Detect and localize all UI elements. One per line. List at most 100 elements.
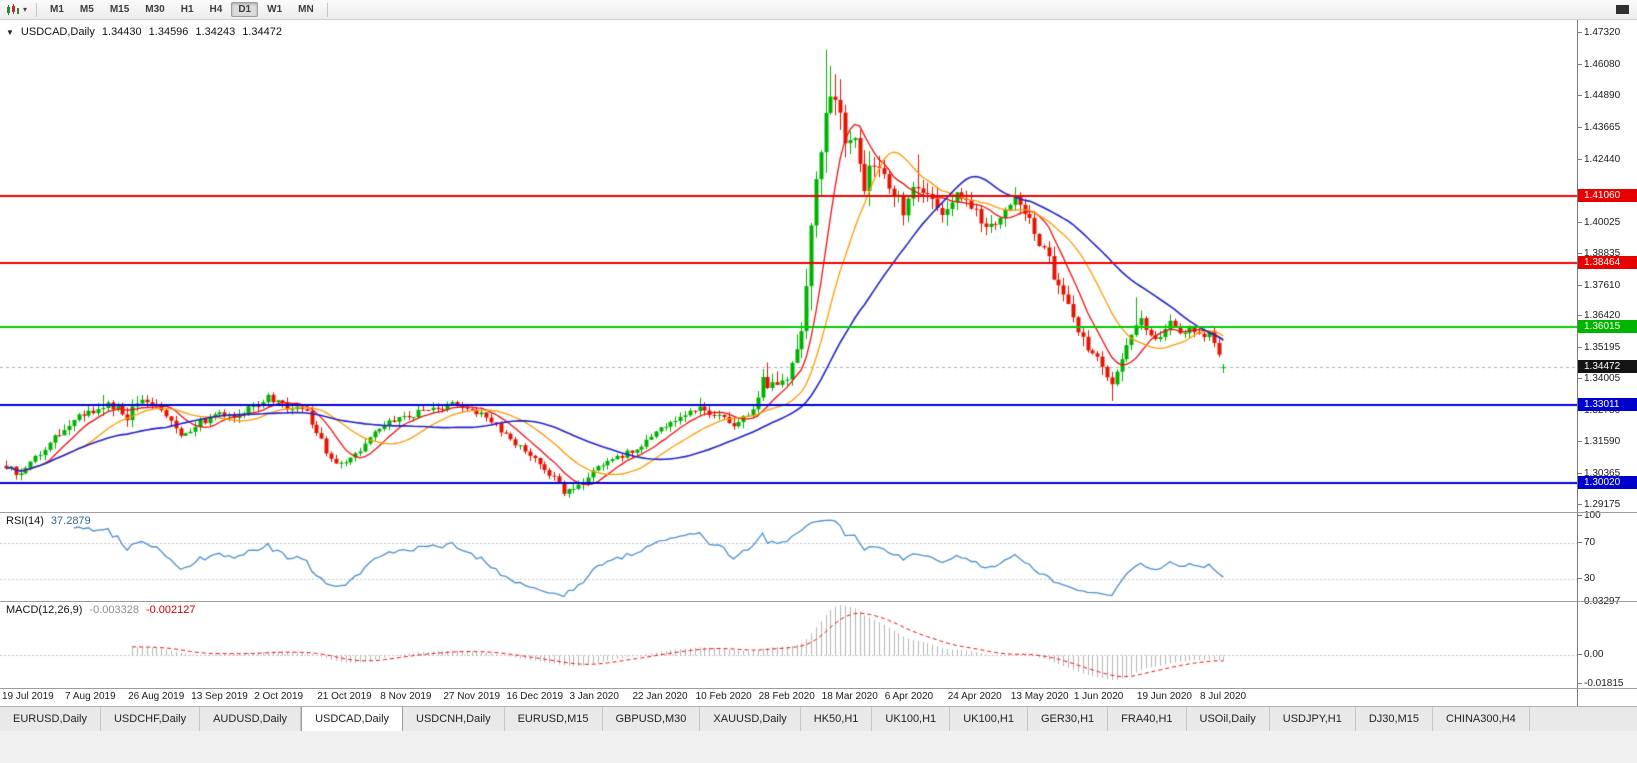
macd-axis-label: -0.01815 [1577, 677, 1624, 689]
date-axis-label: 7 Aug 2019 [65, 691, 116, 702]
timeframe-toolbar: M1 M5 M15 M30 H1 H4 D1 W1 MN [42, 2, 322, 17]
price-axis: 1.47320 1.46080 1.44890 1.43665 1.42440 1.400… [1577, 20, 1637, 706]
toolbar-separator [326, 2, 328, 17]
chart-type-icon[interactable] [6, 3, 20, 16]
price-chart-canvas[interactable] [0, 20, 1577, 688]
high-value: 1.34596 [148, 26, 189, 38]
rsi-value: 37.2879 [50, 515, 91, 527]
chart-tab-dj30-m15[interactable]: DJ30,M15 [1355, 707, 1433, 731]
date-axis-label: 22 Jan 2020 [632, 691, 688, 702]
date-axis-label: 10 Feb 2020 [695, 691, 752, 702]
chart-area: ▼ USDCAD,Daily 1.34430 1.34596 1.34243 1… [0, 20, 1637, 706]
rsi-axis-label: 100 [1578, 510, 1601, 522]
macd-name: MACD(12,26,9) [6, 604, 83, 616]
low-value: 1.34243 [195, 26, 236, 38]
price-flag-1.30020: 1.30020 [1578, 475, 1637, 489]
price-axis-label: 1.42440 [1577, 153, 1621, 165]
chart-tab-china300-h4[interactable]: CHINA300,H4 [1433, 707, 1530, 731]
timeframe-h1-button[interactable]: H1 [180, 4, 194, 15]
top-toolbar: ▾ M1 M5 M15 M30 H1 H4 D1 W1 MN [0, 0, 1637, 20]
date-axis-label: 16 Dec 2019 [506, 691, 564, 702]
macd-main-value: -0.003328 [89, 604, 139, 616]
expand-arrow-icon[interactable]: ▼ [6, 27, 14, 37]
timeframe-w1-button[interactable]: W1 [267, 4, 283, 15]
price-axis-label: 1.29175 [1577, 498, 1621, 510]
chart-tab-usdchf-daily[interactable]: USDCHF,Daily [100, 707, 201, 731]
chart-tab-uk100-h1[interactable]: UK100,H1 [950, 707, 1028, 731]
date-axis-label: 26 Aug 2019 [128, 691, 185, 702]
candlestick-glyph [7, 3, 19, 15]
rsi-name: RSI(14) [6, 515, 44, 527]
chart-tab-usdjpy-h1[interactable]: USDJPY,H1 [1269, 707, 1356, 731]
price-axis-label: 1.44890 [1577, 90, 1621, 102]
panel-separator[interactable] [0, 512, 1637, 513]
chart-tab-hk50-h1[interactable]: HK50,H1 [800, 707, 873, 731]
price-flag-1.41060: 1.41060 [1578, 188, 1637, 202]
chart-tab-uk100-h1[interactable]: UK100,H1 [872, 707, 951, 731]
chevron-down-icon[interactable]: ▾ [23, 5, 28, 14]
price-axis-label: 1.30365 [1577, 467, 1621, 479]
date-axis-label: 13 May 2020 [1010, 691, 1069, 702]
chart-tab-usdcnh-daily[interactable]: USDCNH,Daily [403, 707, 505, 731]
macd-signal-value: -0.002127 [145, 604, 196, 616]
panel-separator [0, 688, 1637, 689]
date-axis-label: 27 Nov 2019 [443, 691, 501, 702]
price-axis-label: 1.46080 [1577, 59, 1621, 71]
date-axis-label: 24 Apr 2020 [947, 691, 1002, 702]
timeframe-d1-button[interactable]: D1 [231, 2, 259, 17]
date-axis-label: 1 Jun 2020 [1073, 691, 1124, 702]
price-axis-label: 1.37610 [1577, 279, 1621, 291]
chart-tab-gbpusd-m30[interactable]: GBPUSD,M30 [602, 707, 701, 731]
chart-tab-eurusd-daily[interactable]: EURUSD,Daily [0, 707, 101, 731]
price-axis-label: 1.36420 [1577, 310, 1621, 322]
bottom-strip [0, 731, 1637, 763]
timeframe-h4-button[interactable]: H4 [209, 4, 223, 15]
date-axis-label: 8 Jul 2020 [1199, 691, 1247, 702]
price-flag-1.34472: 1.34472 [1578, 360, 1637, 374]
panel-separator[interactable] [0, 601, 1637, 602]
date-axis-label: 13 Sep 2019 [191, 691, 248, 702]
timeframe-mn-button[interactable]: MN [298, 4, 314, 15]
chart-tab-xauusd-daily[interactable]: XAUUSD,Daily [700, 707, 801, 731]
date-axis-label: 2 Oct 2019 [254, 691, 304, 702]
date-axis-label: 6 Apr 2020 [884, 691, 934, 702]
close-value: 1.34472 [242, 26, 282, 38]
chart-tabs-bar: EURUSD,Daily USDCHF,Daily AUDUSD,Daily USDC… [0, 706, 1637, 731]
toolbar-separator [36, 2, 38, 17]
timeframe-m30-button[interactable]: M30 [145, 4, 165, 15]
rsi-axis-label: 70 [1577, 537, 1596, 549]
date-axis-label: 19 Jul 2019 [2, 691, 54, 702]
chart-tab-fra40-h1[interactable]: FRA40,H1 [1108, 707, 1187, 731]
date-axis-label: 19 Jun 2020 [1136, 691, 1192, 702]
chart-title: ▼ USDCAD,Daily 1.34430 1.34596 1.34243 1… [6, 26, 282, 38]
time-axis: 19 Jul 2019 7 Aug 2019 26 Aug 2019 13 Sep 2… [0, 688, 1577, 706]
chart-tab-usdcad-daily[interactable]: USDCAD,Daily [301, 707, 404, 731]
macd-axis-label: 0.00 [1577, 648, 1604, 660]
date-axis-label: 8 Nov 2019 [380, 691, 432, 702]
date-axis-label: 21 Oct 2019 [317, 691, 372, 702]
price-axis-label: 1.31590 [1577, 436, 1621, 448]
rsi-axis-label: 30 [1577, 572, 1596, 584]
price-axis-label: 1.47320 [1577, 27, 1621, 38]
timeframe-m5-button[interactable]: M5 [79, 4, 94, 15]
price-axis-label: 1.34005 [1577, 373, 1621, 385]
date-axis-label: 3 Jan 2020 [569, 691, 619, 702]
timeframe-m15-button[interactable]: M15 [109, 4, 130, 15]
chart-tab-eurusd-m15[interactable]: EURUSD,M15 [504, 707, 603, 731]
timeframe-m1-button[interactable]: M1 [50, 4, 64, 15]
price-axis-label: 1.43665 [1577, 122, 1621, 134]
date-axis-label: 28 Feb 2020 [758, 691, 815, 702]
price-flag-1.36015: 1.36015 [1578, 319, 1637, 333]
price-axis-label: 1.38835 [1577, 247, 1621, 259]
chart-tab-ger30-h1[interactable]: GER30,H1 [1027, 707, 1109, 731]
date-axis-label: 18 Mar 2020 [821, 691, 878, 702]
dock-panel-icon[interactable] [1616, 5, 1629, 14]
chart-tab-usoil-daily[interactable]: USOil,Daily [1186, 707, 1270, 731]
chart-tab-audusd-daily[interactable]: AUDUSD,Daily [200, 707, 302, 731]
macd-axis-label: 0.03297 [1577, 596, 1620, 608]
price-flag-1.33011: 1.33011 [1578, 398, 1637, 412]
symbol-label: USDCAD,Daily [20, 26, 95, 38]
price-axis-label: 1.35195 [1577, 342, 1621, 354]
rsi-indicator-label: RSI(14) 37.2879 [6, 515, 91, 527]
